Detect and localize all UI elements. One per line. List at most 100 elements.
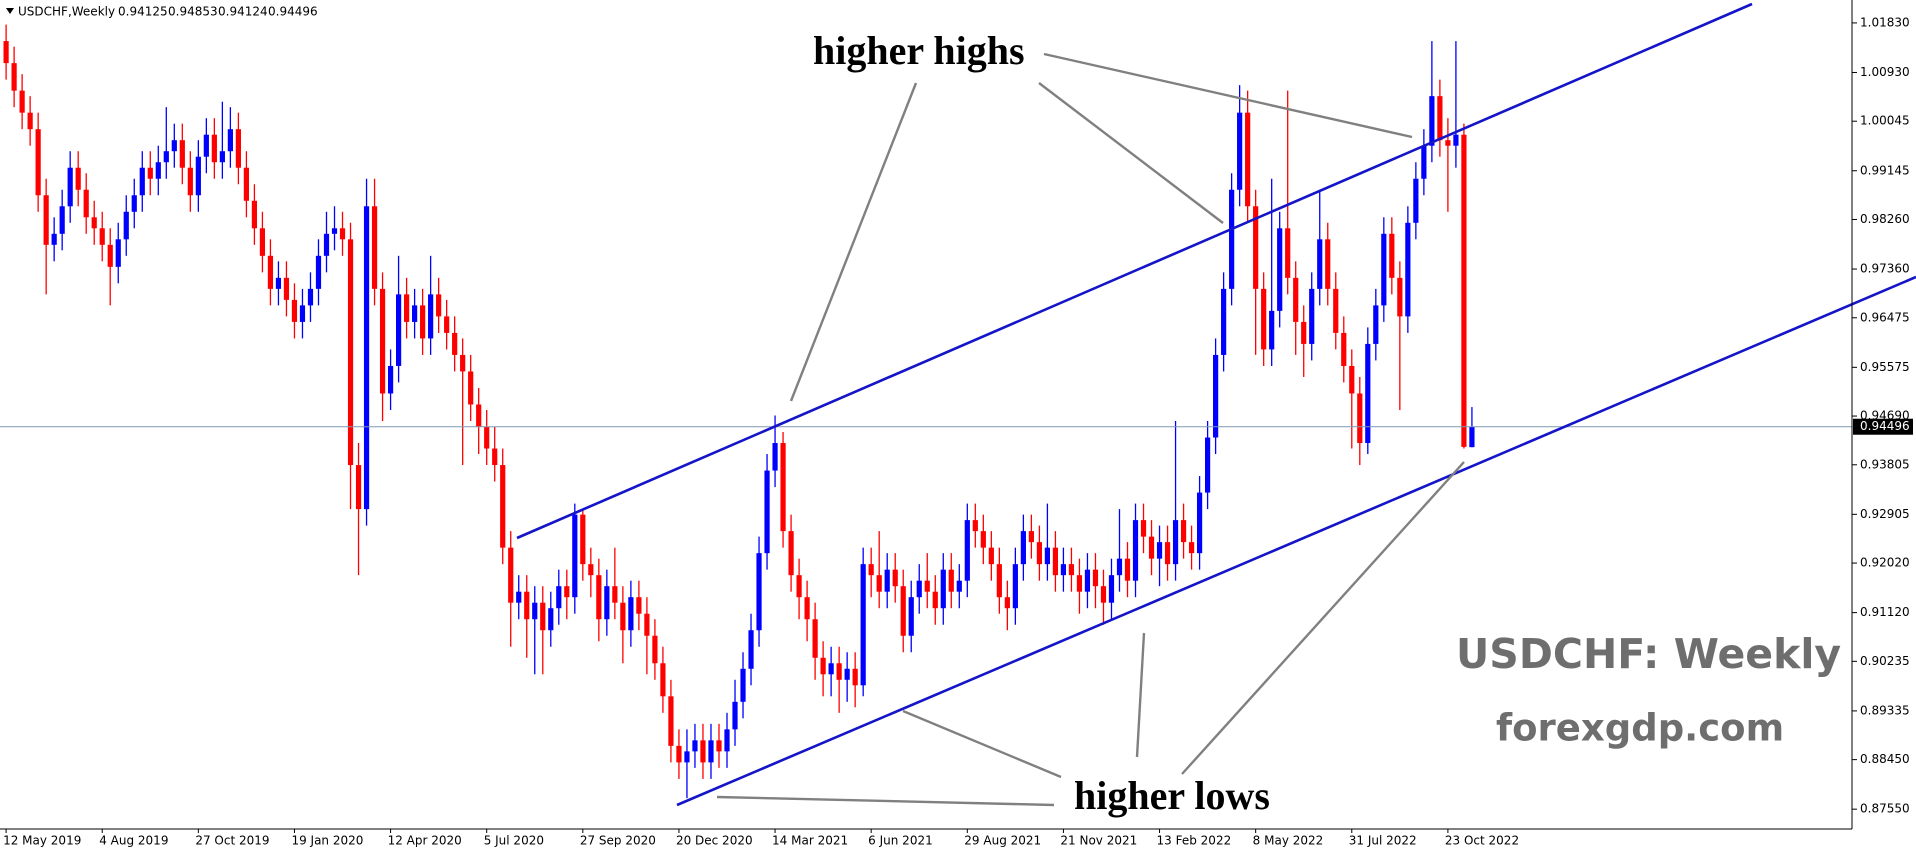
candle-body (884, 569, 890, 592)
candle-body (420, 305, 426, 339)
pointer-line (716, 795, 1055, 807)
candle-body (988, 547, 994, 565)
candle-body (1156, 542, 1163, 559)
watermark: USDCHF: Weekly (1456, 630, 1841, 678)
candle-body (588, 564, 594, 576)
candle-body (347, 239, 354, 466)
channel-lower (676, 275, 1916, 807)
candle-body (1309, 288, 1315, 344)
candle-body (516, 591, 522, 603)
candle-body (195, 156, 201, 196)
candle-body (844, 668, 850, 680)
candle-body (812, 619, 818, 658)
candle-body (1004, 597, 1010, 609)
candle-body (604, 586, 610, 620)
candle-body (1076, 575, 1083, 592)
candle-body (964, 520, 970, 581)
candle-body (355, 465, 362, 510)
candle-body (203, 134, 209, 157)
candle-body (1020, 531, 1026, 565)
candle-body (1365, 343, 1371, 444)
candle-body (1180, 520, 1187, 543)
candle-body (1333, 288, 1339, 333)
candle-body (580, 514, 586, 565)
menu-triangle[interactable] (6, 8, 14, 14)
candle-body (259, 228, 266, 256)
candle-body (1341, 332, 1347, 366)
candle-body (227, 129, 233, 152)
candle-body (75, 167, 81, 190)
candle-body (1429, 96, 1435, 146)
candle-body (492, 448, 498, 466)
header-high: 0.94853 (168, 5, 218, 19)
candle-body (1084, 569, 1091, 592)
candle-body (1293, 277, 1299, 322)
annotation: higher lows (1074, 773, 1270, 818)
pointer-line (789, 82, 918, 402)
chart-title: USDCHF,Weekly (18, 5, 115, 19)
candle-body (404, 294, 410, 322)
candle-body (1421, 145, 1427, 179)
candle-body (243, 167, 249, 201)
x-tick-label: 13 Feb 2022 (1157, 834, 1232, 848)
candle-body (548, 608, 554, 631)
candle-body (1405, 222, 1411, 317)
candle-body (387, 365, 394, 394)
pointer-line (1043, 52, 1413, 139)
candle-body (444, 316, 450, 333)
candle-body (564, 586, 570, 598)
candle-body (155, 162, 161, 179)
candle-body (211, 134, 217, 163)
candle-body (11, 63, 17, 91)
candle-body (51, 233, 57, 245)
y-tick-label: 0.92905 (1860, 507, 1910, 521)
y-tick-label: 1.00930 (1860, 65, 1910, 79)
y-tick-label: 0.97360 (1860, 262, 1910, 276)
candle-body (1100, 586, 1107, 603)
candle-body (876, 575, 882, 592)
candle-body (1068, 564, 1075, 576)
candle-body (1205, 437, 1211, 493)
x-tick-label: 5 Jul 2020 (484, 834, 544, 848)
candle-body (171, 140, 177, 152)
candle-body (668, 696, 674, 746)
candle-body (339, 228, 346, 240)
candle-body (620, 602, 626, 631)
candle-body (644, 613, 650, 636)
candle-body (1261, 288, 1267, 350)
candle-body (804, 597, 810, 620)
candle-body (924, 580, 930, 592)
candle-body (1229, 189, 1235, 289)
candle-body (123, 211, 129, 240)
candle-body (19, 90, 25, 113)
candle-body (828, 663, 834, 675)
current-price-box (1853, 418, 1913, 435)
candle-body (612, 586, 618, 603)
candle-body (131, 195, 137, 212)
pointer-line (1038, 82, 1224, 224)
candle-body (3, 41, 9, 64)
y-tick-label: 0.95575 (1860, 360, 1910, 374)
candle-body (275, 277, 282, 289)
candle-body (780, 443, 786, 532)
candle-body (788, 531, 794, 576)
x-tick-label: 8 May 2022 (1253, 834, 1324, 848)
candle-body (331, 228, 338, 234)
candle-body (1389, 233, 1395, 278)
x-tick-label: 29 Aug 2021 (964, 834, 1041, 848)
candle-body (500, 465, 506, 548)
candle-body (267, 255, 274, 289)
candle-body (251, 200, 258, 229)
candle-body (1044, 547, 1050, 565)
candle-body (748, 630, 754, 669)
candle-body (283, 277, 290, 300)
candle-body (428, 294, 434, 339)
x-tick-label: 19 Jan 2020 (291, 834, 363, 848)
y-tick-label: 0.98260 (1860, 212, 1910, 226)
candle-body (756, 553, 762, 631)
candle-body (1052, 547, 1059, 576)
y-tick-label: 0.96475 (1860, 310, 1910, 324)
candle-body (147, 167, 153, 179)
candle-body (1036, 542, 1042, 565)
annotation: higher highs (813, 28, 1025, 73)
